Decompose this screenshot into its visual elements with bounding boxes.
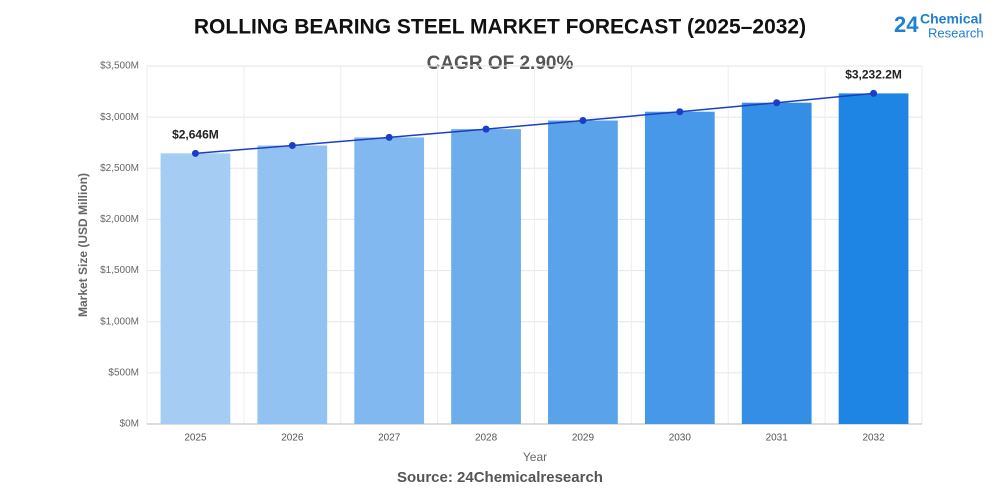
bar bbox=[451, 129, 521, 424]
y-tick-label: $0M bbox=[120, 419, 139, 430]
chart-title: ROLLING BEARING STEEL MARKET FORECAST (2… bbox=[194, 16, 806, 39]
y-tick-label: $3,000M bbox=[100, 112, 139, 123]
bar bbox=[838, 93, 909, 424]
bar bbox=[644, 111, 715, 425]
y-tick-label: $3,500M bbox=[100, 61, 139, 72]
bar bbox=[160, 153, 231, 425]
x-axis-label: Year bbox=[523, 450, 547, 464]
bar bbox=[741, 102, 812, 424]
y-axis-label: Market Size (USD Million) bbox=[76, 173, 90, 317]
trend-point bbox=[385, 133, 393, 141]
trend-point bbox=[676, 108, 684, 116]
source: Source: 24Chemicalresearch bbox=[397, 469, 603, 486]
x-tick-label: 2025 bbox=[184, 433, 207, 444]
x-tick-label: 2027 bbox=[378, 433, 401, 444]
logo-text: Research bbox=[928, 25, 984, 40]
trend-point bbox=[191, 149, 199, 157]
trend-point bbox=[482, 125, 490, 133]
y-tick-label: $1,500M bbox=[100, 265, 139, 276]
value-label: $3,232.2M bbox=[845, 68, 902, 82]
y-tick-label: $1,000M bbox=[100, 316, 139, 327]
y-tick-label: $2,000M bbox=[100, 214, 139, 225]
trend-line bbox=[195, 92, 874, 155]
trend-point bbox=[870, 89, 878, 97]
trend-point bbox=[579, 117, 587, 125]
x-tick-label: 2026 bbox=[281, 433, 304, 444]
logo-number: 24 bbox=[894, 12, 919, 37]
x-tick-label: 2029 bbox=[572, 433, 595, 444]
bar bbox=[354, 137, 425, 424]
x-tick-label: 2032 bbox=[862, 433, 885, 444]
logo: 24 Chemical Research bbox=[894, 11, 984, 41]
value-label: $2,646M bbox=[172, 128, 219, 142]
x-tick-label: 2031 bbox=[766, 433, 789, 444]
y-tick-label: $500M bbox=[108, 367, 139, 378]
x-tick-label: 2030 bbox=[669, 433, 692, 444]
trend-point bbox=[773, 99, 781, 107]
x-tick-label: 2028 bbox=[475, 433, 498, 444]
chart-subtitle: CAGR OF 2.90% bbox=[427, 53, 574, 74]
y-tick-label: $2,500M bbox=[100, 163, 139, 174]
bar bbox=[257, 145, 328, 424]
trend-point bbox=[288, 141, 296, 149]
logo-text: Chemical bbox=[920, 11, 982, 27]
bar bbox=[548, 120, 618, 425]
